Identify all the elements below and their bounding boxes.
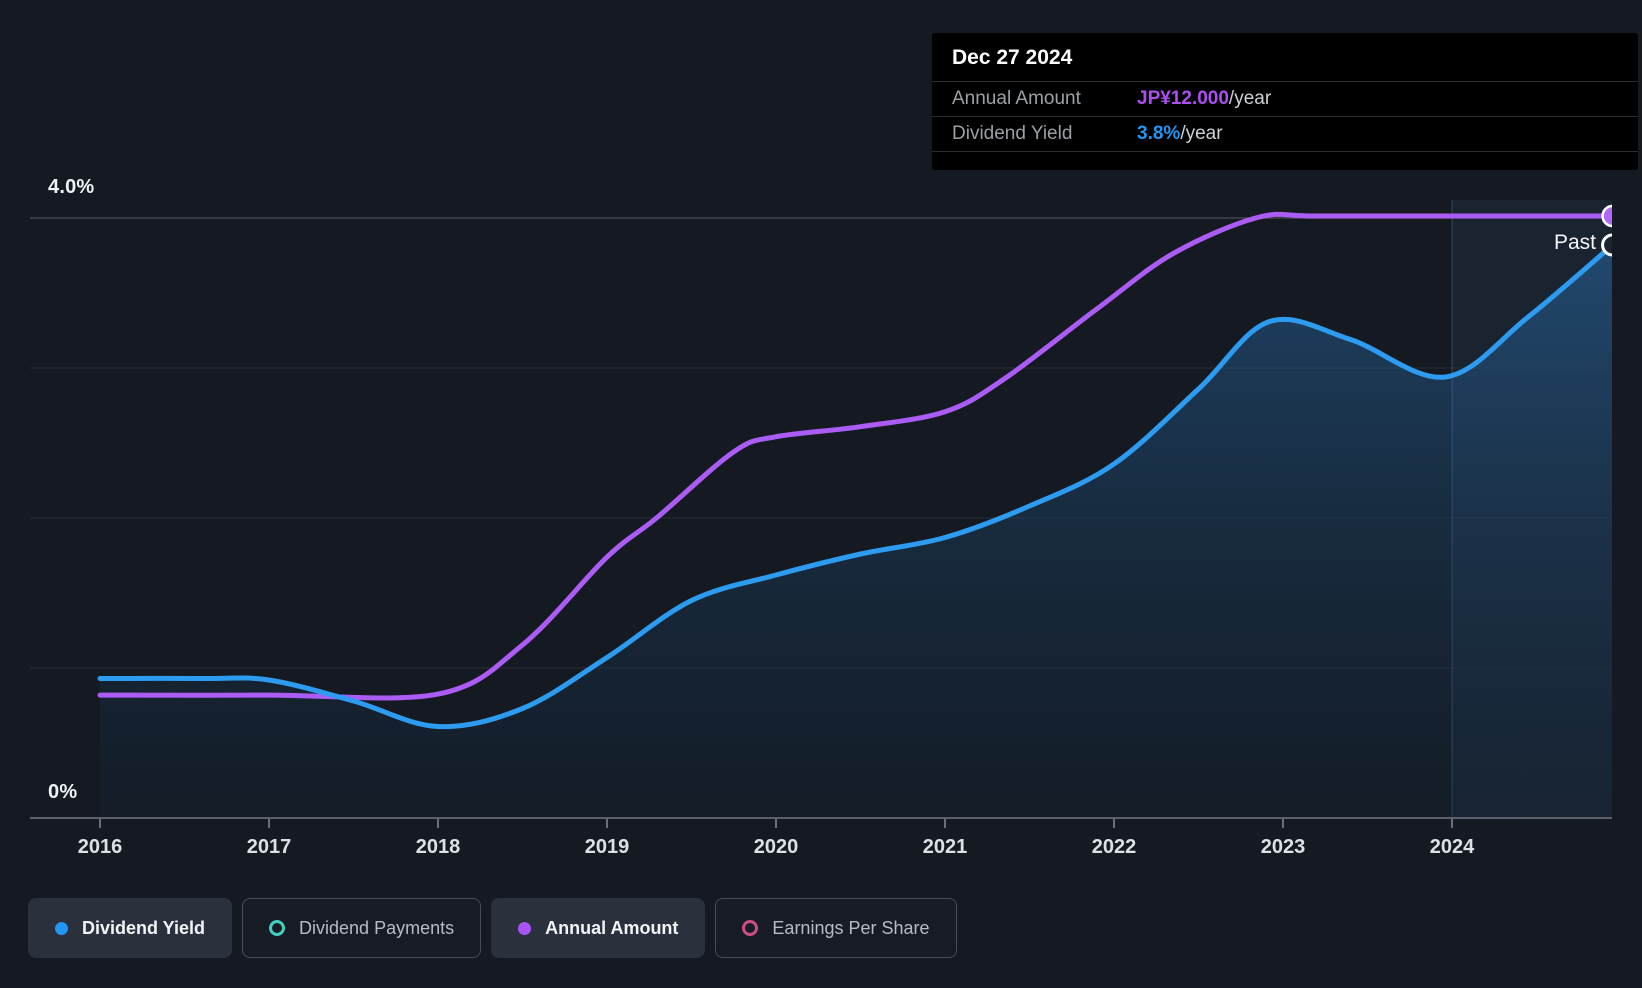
chart-legend: Dividend Yield Dividend Payments Annual Am… [28, 898, 957, 958]
x-axis-label-2020: 2020 [753, 836, 799, 858]
x-axis-label-2017: 2017 [246, 836, 292, 858]
y-axis-label-zero: 0% [48, 781, 78, 803]
legend-button-dividend-yield[interactable]: Dividend Yield [28, 898, 233, 958]
tooltip-value: JP¥12.000 [1137, 88, 1229, 109]
x-axis-label-2019: 2019 [584, 836, 630, 858]
dividend-yield-end-marker [1601, 233, 1612, 257]
legend-label: Dividend Payments [299, 917, 455, 938]
tooltip-label: Annual Amount [952, 88, 1081, 109]
annual-amount-end-marker [1601, 204, 1612, 228]
past-label: Past [1553, 231, 1596, 254]
legend-label: Earnings Per Share [772, 917, 930, 938]
tooltip-label: Dividend Yield [952, 123, 1073, 144]
x-axis-label-2022: 2022 [1091, 836, 1137, 858]
x-axis-label-2018: 2018 [415, 836, 461, 858]
tooltip-value: 3.8% [1137, 123, 1181, 144]
x-axis-label-2023: 2023 [1260, 836, 1306, 858]
legend-label: Annual Amount [545, 917, 679, 938]
legend-ring-icon [269, 920, 286, 936]
legend-button-annual-amount[interactable]: Annual Amount [491, 898, 706, 958]
legend-label: Dividend Yield [82, 917, 206, 938]
legend-button-earnings-per-share[interactable]: Earnings Per Share [715, 898, 957, 958]
legend-dot-icon [55, 921, 68, 935]
tooltip-date: Dec 27 2024 [932, 33, 1638, 82]
x-axis-label-2024: 2024 [1429, 836, 1475, 858]
legend-dot-icon [518, 921, 532, 935]
annual-amount-line [97, 211, 1612, 701]
dividend-yield-line [97, 242, 1612, 730]
x-axis-label-2021: 2021 [922, 836, 968, 858]
x-axis-label-2016: 2016 [77, 836, 123, 858]
tooltip-suffix: /year [1180, 123, 1223, 144]
legend-ring-icon [742, 920, 759, 936]
dividend-yield-area [100, 245, 1612, 818]
y-axis-label-top: 4.0% [48, 176, 95, 198]
tooltip-row-dividend-yield: Dividend Yield 3.8% /year [932, 117, 1638, 152]
legend-button-dividend-payments[interactable]: Dividend Payments [242, 898, 482, 958]
chart-tooltip: Dec 27 2024 Annual Amount JP¥12.000 /yea… [932, 33, 1638, 170]
tooltip-suffix: /year [1228, 88, 1272, 109]
tooltip-row-annual-amount: Annual Amount JP¥12.000 /year [932, 82, 1638, 117]
